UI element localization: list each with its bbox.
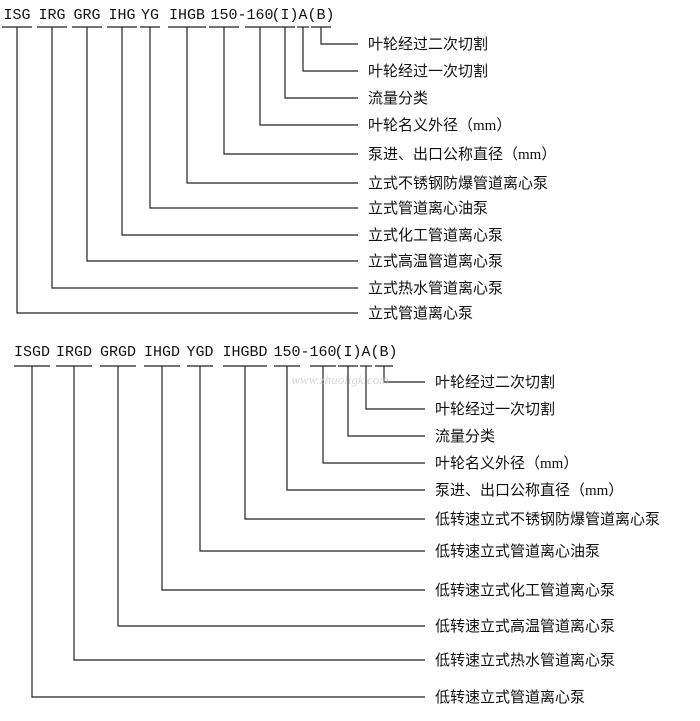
leader-line xyxy=(259,27,358,126)
designation-label: 流量分类 xyxy=(435,428,495,445)
leader-line xyxy=(365,366,425,410)
designation-label: 立式管道离心泵 xyxy=(368,305,473,322)
designation-label: 低转速立式管道离心泵 xyxy=(435,689,585,706)
model-code: IHGD xyxy=(144,344,180,361)
designation-label: 立式不锈钢防爆管道离心泵 xyxy=(368,175,548,192)
leader-line xyxy=(186,27,358,184)
model-code: A xyxy=(298,7,307,24)
leader-line xyxy=(121,27,358,236)
designation-label: 叶轮经过二次切割 xyxy=(435,374,555,391)
designation-label: 低转速立式管道离心油泵 xyxy=(435,543,600,560)
model-code: A xyxy=(361,344,370,361)
model-code: IRGD xyxy=(56,344,92,361)
designation-label: 低转速立式高温管道离心泵 xyxy=(435,618,615,635)
designation-section-1: ISG IRG GRG IHG YG IHGB 150 160(I) A (B) - 叶轮经过二次切割… xyxy=(2,7,556,322)
designation-label: 叶轮经过二次切割 xyxy=(368,36,488,53)
designation-label: 低转速立式不锈钢防爆管道离心泵 xyxy=(435,511,660,528)
leader-line xyxy=(73,366,425,661)
model-code: 160 xyxy=(246,7,273,24)
designation-label: 叶轮经过一次切割 xyxy=(435,401,555,418)
designation-label: 立式热水管道离心泵 xyxy=(368,280,503,297)
designation-label: 叶轮经过一次切割 xyxy=(368,63,488,80)
model-code: ISGD xyxy=(14,344,50,361)
model-code: 160 xyxy=(309,344,336,361)
model-code: YG xyxy=(141,7,159,24)
leader-line xyxy=(51,27,358,289)
leader-line xyxy=(244,366,425,520)
model-code: 150 xyxy=(210,7,237,24)
leader-line xyxy=(86,27,358,262)
designation-label: 低转速立式热水管道离心泵 xyxy=(435,652,615,669)
leader-line xyxy=(16,27,358,314)
model-code: IHG xyxy=(108,7,135,24)
model-code: (I) xyxy=(271,7,298,24)
designation-label: 低转速立式化工管道离心泵 xyxy=(435,582,615,599)
leader-line xyxy=(149,27,358,209)
watermark: www.zhuoligk.com xyxy=(291,372,388,387)
designation-label: 泵进、出口公称直径（mm） xyxy=(435,482,623,499)
leader-line xyxy=(31,366,425,698)
model-code: IHGBD xyxy=(222,344,267,361)
designation-label: 叶轮名义外径（mm） xyxy=(368,117,511,134)
leader-line xyxy=(117,366,425,627)
designation-label: 立式管道离心油泵 xyxy=(368,200,488,217)
leader-line xyxy=(284,27,358,99)
leader-line xyxy=(383,366,425,383)
leader-line xyxy=(302,27,358,72)
leader-line xyxy=(161,366,425,591)
model-code: GRG xyxy=(73,7,100,24)
designation-label: 泵进、出口公称直径（mm） xyxy=(368,146,556,163)
model-code: IHGB xyxy=(169,7,205,24)
leader-line xyxy=(286,366,425,491)
code-separator: - xyxy=(300,344,309,361)
leader-line xyxy=(199,366,425,552)
leader-line xyxy=(347,366,425,437)
leader-line xyxy=(320,27,358,45)
leader-line xyxy=(223,27,358,155)
designation-label: 立式高温管道离心泵 xyxy=(368,253,503,270)
designation-label: 叶轮名义外径（mm） xyxy=(435,455,578,472)
model-code: ISG xyxy=(3,7,30,24)
model-code: (I) xyxy=(334,344,361,361)
code-separator: - xyxy=(237,7,246,24)
designation-section-2: ISGD IRGD GRGD IHGD YGD IHGBD 150 160(I) A (B) - 叶轮… xyxy=(14,344,660,706)
leader-line xyxy=(322,366,425,464)
designation-label: 立式化工管道离心泵 xyxy=(368,227,503,244)
model-code: GRGD xyxy=(100,344,136,361)
model-code: (B) xyxy=(307,7,334,24)
model-code: 150 xyxy=(273,344,300,361)
designation-label: 流量分类 xyxy=(368,90,428,107)
model-code: (B) xyxy=(370,344,397,361)
model-code: IRG xyxy=(38,7,65,24)
model-code: YGD xyxy=(186,344,213,361)
